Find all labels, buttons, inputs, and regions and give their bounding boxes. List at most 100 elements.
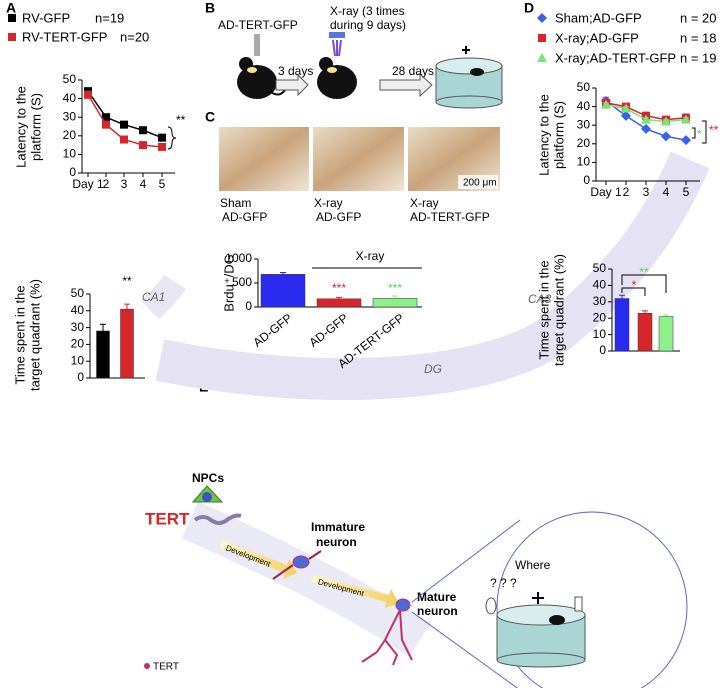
y-axis-label: Time spent in the: [12, 285, 27, 384]
panel-c-images: 200 μm Sham AD-GFP X-ray AD-GFP X-ray AD…: [219, 127, 500, 224]
question-label: ? ? ?: [490, 576, 517, 590]
marker: [538, 34, 546, 42]
annotation: **: [122, 274, 132, 288]
marker: [641, 114, 651, 124]
dg-band: [155, 151, 710, 401]
arrow: [379, 72, 433, 98]
y-axis-label: platform (S): [28, 93, 43, 161]
marker: [661, 131, 671, 142]
water-maze: [435, 46, 503, 109]
marker: [158, 133, 166, 142]
micrograph: [313, 127, 404, 191]
marker: [84, 90, 92, 99]
y-tick-label: 20: [593, 310, 607, 324]
xray-label: during 9 days): [330, 18, 406, 32]
y-tick-label: 30: [63, 109, 77, 123]
y-tick-label: 10: [577, 155, 591, 169]
syringe: [254, 34, 260, 56]
cell-label: NPCs: [192, 471, 224, 485]
xray-label: X-ray (3 times: [330, 4, 405, 18]
bar: [372, 298, 418, 308]
y-tick-label: 10: [63, 147, 77, 161]
nucleus: [202, 492, 212, 502]
development-arrow: [220, 540, 297, 579]
migration-band: [181, 501, 432, 657]
x-tick-label: AD-GFP: [306, 311, 350, 350]
mouse: [237, 57, 287, 99]
virus-label: AD-TERT-GFP: [218, 18, 298, 32]
image-label: AD-TERT-GFP: [410, 210, 490, 224]
zoom-line: [411, 519, 521, 688]
tert-molecule: [193, 513, 242, 525]
y-tick-label: 0: [245, 299, 252, 313]
bracket: [702, 120, 707, 144]
annotation: **: [176, 113, 186, 127]
y-tick-label: 30: [577, 117, 591, 131]
marker: [102, 113, 110, 122]
mature-neuron: [395, 598, 411, 612]
bracket: [167, 126, 177, 150]
bracket: [621, 287, 646, 296]
y-tick-label: 0: [69, 165, 76, 179]
x-tick-label: Day 1: [590, 185, 622, 199]
panel-b: AD-TERT-GFP X-ray (3 times during 9 days…: [218, 4, 503, 109]
y-tick-label: 20: [71, 337, 85, 351]
error-bar: [100, 323, 106, 331]
bar: [637, 313, 653, 352]
y-tick-label: 50: [593, 261, 607, 275]
cell-label: neuron: [316, 535, 357, 549]
cell-label: Mature: [417, 590, 457, 604]
cell-label: neuron: [417, 604, 458, 618]
marker: [120, 120, 128, 129]
tert-legend-mark: [144, 663, 150, 669]
marker: [139, 126, 147, 135]
legend-n: n=20: [120, 29, 149, 44]
bracket: [621, 274, 667, 293]
legend-n: n = 20: [680, 10, 717, 25]
panel-label: C: [205, 109, 215, 125]
y-tick-label: 30: [71, 320, 85, 334]
bar: [316, 298, 362, 308]
region-label: DG: [424, 362, 442, 376]
panel-label: B: [205, 0, 215, 16]
marker: [641, 123, 651, 134]
y-axis-label: Time spent in the: [536, 260, 551, 359]
x-tick-label: Day 1: [72, 177, 104, 191]
y-axis-label: platform (S): [551, 101, 566, 169]
marker: [621, 103, 631, 113]
marker: [681, 114, 691, 124]
image-label: Sham: [220, 196, 251, 210]
x-tick-label: 4: [663, 185, 670, 199]
annotation: ***: [388, 281, 402, 295]
annotation: *: [632, 278, 637, 292]
mouse: [317, 57, 357, 99]
y-axis-label: target quadrant (%): [27, 279, 42, 391]
y-tick-label: 10: [593, 327, 607, 341]
y-axis-label: Brdu⁺/DG: [221, 254, 236, 311]
bar: [96, 330, 110, 379]
y-tick-label: 40: [577, 99, 591, 113]
x-tick-label: 2: [103, 177, 110, 191]
panel-label: A: [6, 0, 16, 16]
error-bar: [663, 314, 669, 317]
tert-label: TERT: [145, 509, 190, 528]
marker: [661, 116, 671, 126]
legend-label: X-ray;AD-TERT-GFP: [555, 50, 676, 65]
x-tick-label: 3: [121, 177, 128, 191]
panel-e: CA1 CA3 DG NPCs TERT Development Immatur…: [140, 151, 710, 688]
marker: [601, 99, 611, 109]
error-bar: [619, 294, 625, 299]
error-bar: [124, 303, 130, 310]
error-bar: [280, 271, 286, 275]
image-label: X-ray: [314, 196, 343, 210]
y-tick-label: 50: [71, 286, 85, 300]
y-tick-label: 40: [593, 278, 607, 292]
legend-n: n = 19: [680, 50, 717, 65]
marker: [8, 14, 16, 22]
marker: [139, 141, 147, 150]
cell-label: Immature: [311, 520, 365, 534]
xray-source: [329, 32, 345, 38]
y-axis-label: Latency to the: [13, 86, 28, 168]
y-tick-label: 20: [577, 136, 591, 150]
